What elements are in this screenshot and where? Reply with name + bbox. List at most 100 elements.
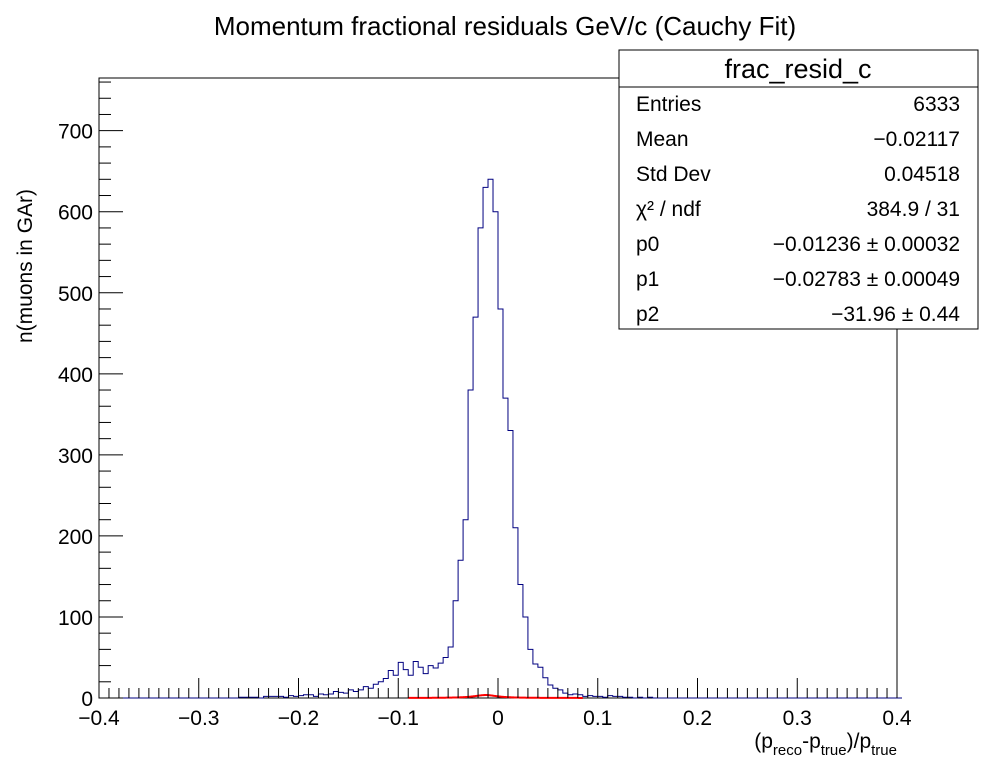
histogram-bin bbox=[528, 649, 533, 698]
x-tick-label: 0.1 bbox=[583, 707, 612, 730]
histogram-bin bbox=[398, 662, 403, 698]
x-tick-label: 0.2 bbox=[683, 707, 712, 730]
x-tick-label: −0.2 bbox=[278, 707, 319, 730]
fit-curve-line bbox=[408, 694, 583, 699]
histogram-bin bbox=[553, 688, 558, 698]
stats-box: frac_resid_c Entries 6333 Mean −0.02117 Std … bbox=[618, 49, 979, 330]
histogram-bin bbox=[423, 674, 428, 698]
stats-row-label: Mean bbox=[636, 128, 689, 151]
histogram-bin bbox=[558, 690, 563, 698]
y-tick-label: 700 bbox=[58, 121, 93, 144]
histogram-bin bbox=[333, 692, 338, 698]
histogram-bin bbox=[363, 687, 368, 698]
histogram-bin bbox=[353, 692, 358, 698]
histogram-bin bbox=[383, 679, 388, 698]
histogram-bin bbox=[343, 693, 348, 698]
histogram-bin bbox=[348, 690, 353, 698]
histogram-bin bbox=[438, 663, 443, 698]
histogram-bin bbox=[393, 675, 398, 698]
histogram-bin bbox=[548, 685, 553, 698]
histogram-bin bbox=[318, 694, 323, 698]
histogram-bin bbox=[358, 690, 363, 698]
histogram-bin bbox=[498, 309, 503, 698]
x-axis-label-reco: reco bbox=[773, 742, 802, 759]
histogram-bin bbox=[403, 670, 408, 698]
histogram-bin bbox=[388, 670, 393, 698]
histogram-bin bbox=[458, 560, 463, 698]
stats-row-value: 384.9 / 31 bbox=[867, 198, 960, 221]
x-axis-label-p1: p bbox=[761, 730, 773, 753]
y-tick-label: 400 bbox=[58, 364, 93, 387]
histogram-bin bbox=[368, 688, 373, 698]
stats-row-value: −0.01236 ± 0.00032 bbox=[773, 233, 960, 256]
x-tick-label: 0 bbox=[492, 707, 504, 730]
stats-row-label: χ² / ndf bbox=[636, 198, 701, 221]
histogram-bin bbox=[473, 317, 478, 698]
histogram-bin bbox=[468, 390, 473, 698]
stats-row-value: −0.02117 bbox=[873, 128, 960, 151]
x-tick-label: −0.3 bbox=[178, 707, 219, 730]
histogram-bin bbox=[408, 675, 413, 698]
stats-row-label: p2 bbox=[636, 303, 659, 326]
stats-row-value: −0.02783 ± 0.00049 bbox=[773, 268, 960, 291]
stats-row-label: p1 bbox=[636, 268, 659, 291]
stats-row-label: Std Dev bbox=[636, 163, 711, 186]
histogram-bin bbox=[478, 228, 483, 698]
x-tick-label: −0.1 bbox=[378, 707, 419, 730]
histogram-bin bbox=[378, 682, 383, 698]
stats-box-rows: Entries 6333 Mean −0.02117 Std Dev 0.04518 χ² … bbox=[636, 93, 960, 326]
histogram-bin bbox=[418, 667, 423, 698]
x-axis-label-open: ( bbox=[754, 730, 761, 753]
stats-row-label: Entries bbox=[636, 93, 701, 116]
stats-row-value: −31.96 ± 0.44 bbox=[831, 303, 960, 326]
x-axis-label-close: )/ bbox=[847, 730, 860, 753]
histogram-bin bbox=[533, 664, 538, 698]
x-tick-label: 0.4 bbox=[882, 707, 912, 730]
histogram-series bbox=[99, 178, 902, 699]
histogram-bin bbox=[493, 212, 498, 698]
histogram-bin bbox=[328, 694, 333, 698]
x-axis-label: (preco-ptrue)/ptrue bbox=[754, 730, 897, 759]
y-tick-label: 500 bbox=[58, 283, 93, 306]
y-tick-label: 100 bbox=[58, 607, 93, 630]
x-axis-label-true2: true bbox=[871, 742, 897, 759]
stats-box-frame bbox=[618, 49, 979, 330]
histogram-bin bbox=[413, 662, 418, 698]
stats-box-title: frac_resid_c bbox=[724, 54, 871, 84]
x-axis-label-p3: p bbox=[859, 730, 871, 753]
histogram-bin bbox=[433, 668, 438, 698]
chart-title: Momentum fractional residuals GeV/c (Cau… bbox=[214, 11, 796, 41]
x-axis-label-dash: - bbox=[802, 730, 809, 753]
y-axis-label: n(muons in GAr) bbox=[14, 189, 37, 343]
y-tick-label: 0 bbox=[81, 688, 93, 711]
y-tick-label: 300 bbox=[58, 445, 93, 468]
y-tick-label: 600 bbox=[58, 202, 93, 225]
fit-curve-series bbox=[408, 694, 583, 699]
x-axis-label-p2: p bbox=[809, 730, 821, 753]
histogram-bin bbox=[523, 617, 528, 698]
histogram-bin bbox=[488, 179, 493, 698]
histogram-bin bbox=[543, 678, 548, 698]
histogram-bin bbox=[513, 528, 518, 698]
y-axis: 0 100 200 300 400 500 600 700 bbox=[58, 81, 123, 711]
histogram-bin bbox=[503, 398, 508, 698]
histogram-bin bbox=[338, 692, 343, 698]
x-axis: −0.4 −0.3 −0.2 −0.1 0 0.1 0.2 0.3 0.4 bbox=[78, 678, 912, 730]
histogram-bin bbox=[518, 585, 523, 698]
x-axis-label-true1: true bbox=[821, 742, 847, 759]
histogram-bin bbox=[373, 684, 378, 698]
stats-row-value: 0.04518 bbox=[884, 163, 960, 186]
histogram-bin bbox=[428, 666, 433, 698]
histogram-bin bbox=[508, 431, 513, 698]
y-tick-label: 200 bbox=[58, 526, 93, 549]
histogram-bin bbox=[483, 187, 488, 698]
histogram-bin bbox=[538, 667, 543, 698]
histogram-bin bbox=[453, 601, 458, 698]
stats-row-value: 6333 bbox=[913, 93, 960, 116]
histogram-bin bbox=[443, 657, 448, 698]
histogram-bin bbox=[448, 647, 453, 698]
histogram-bin bbox=[463, 520, 468, 698]
x-tick-label: 0.3 bbox=[783, 707, 812, 730]
stats-row-label: p0 bbox=[636, 233, 659, 256]
